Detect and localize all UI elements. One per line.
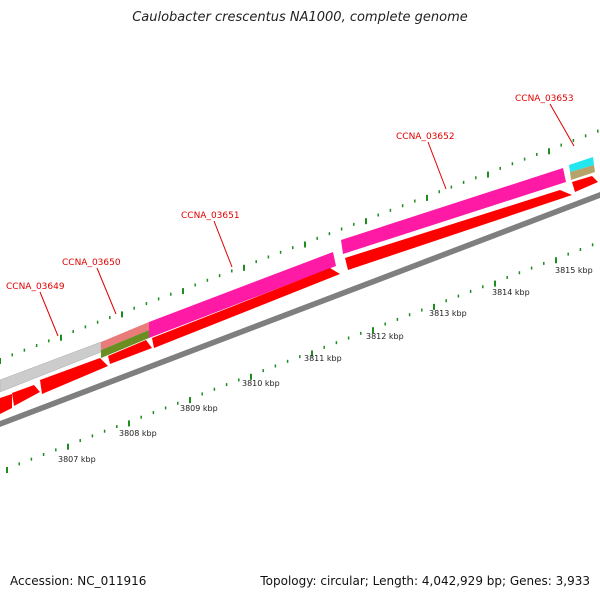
scale-label: 3812 kbp — [366, 332, 404, 341]
cds-arrow[interactable] — [572, 176, 598, 192]
cds-arrow[interactable] — [0, 394, 12, 414]
gene-label-ccna-03651[interactable]: CCNA_03651 — [181, 211, 240, 221]
gene-band-ccna-03652[interactable] — [341, 168, 566, 254]
gene-band-ccna-03653-lower[interactable] — [570, 165, 595, 180]
gene-label-ccna-03650[interactable]: CCNA_03650 — [62, 258, 121, 268]
scale-labels: 3807 kbp 3808 kbp 3809 kbp 3810 kbp 3811… — [58, 266, 593, 464]
gene-band-ccna-03651[interactable] — [149, 252, 336, 338]
lower-tick-track — [6, 243, 594, 473]
gene-label-ccna-03653[interactable]: CCNA_03653 — [515, 94, 574, 104]
cds-arrow[interactable] — [12, 385, 40, 406]
scale-label: 3808 kbp — [119, 429, 157, 438]
scale-label: 3810 kbp — [242, 379, 280, 388]
upper-tick-track — [0, 129, 599, 364]
cds-arrow[interactable] — [152, 268, 340, 348]
scale-label: 3811 kbp — [304, 354, 342, 363]
gene-label-ccna-03649[interactable]: CCNA_03649 — [6, 282, 65, 292]
cds-arrow[interactable] — [108, 340, 152, 364]
scale-label: 3809 kbp — [180, 404, 218, 413]
gene-leader-line — [96, 267, 117, 315]
gene-leader-line — [549, 103, 575, 147]
gene-band-ccna-03653-upper[interactable] — [569, 157, 594, 172]
gene-band-ccna-03650-upper[interactable] — [101, 322, 149, 350]
page-title: Caulobacter crescentus NA1000, complete … — [132, 10, 468, 25]
cds-arrow[interactable] — [345, 190, 572, 270]
scale-label: 3813 kbp — [429, 309, 467, 318]
scale-label: 3814 kbp — [492, 288, 530, 297]
feature-track — [0, 157, 600, 427]
gene-label-ccna-03652[interactable]: CCNA_03652 — [396, 132, 455, 142]
scale-label: 3807 kbp — [58, 455, 96, 464]
backbone-line — [0, 192, 600, 427]
cds-arrow[interactable] — [40, 358, 108, 394]
scale-label: 3815 kbp — [555, 266, 593, 275]
gene-band-ccna-03650-lower[interactable] — [101, 330, 149, 358]
accession-label: Accession: NC_011916 — [10, 574, 147, 588]
genome-summary: Topology: circular; Length: 4,042,929 bp… — [260, 574, 590, 588]
gene-leader-line — [427, 141, 447, 190]
gene-leader-line — [39, 291, 59, 337]
gene-leader-line — [213, 220, 233, 268]
gene-labels: CCNA_03649 CCNA_03650 CCNA_03651 CCNA_03… — [6, 94, 575, 337]
